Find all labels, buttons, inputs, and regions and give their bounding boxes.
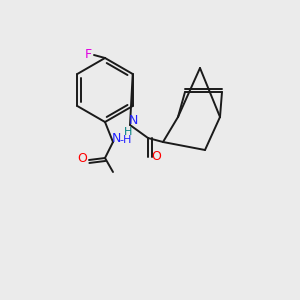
Text: H: H <box>124 127 132 137</box>
Text: N: N <box>111 131 121 145</box>
Text: N: N <box>128 115 138 128</box>
Text: -H: -H <box>120 135 132 145</box>
Text: O: O <box>77 152 87 166</box>
Text: F: F <box>84 49 92 62</box>
Text: O: O <box>151 151 161 164</box>
